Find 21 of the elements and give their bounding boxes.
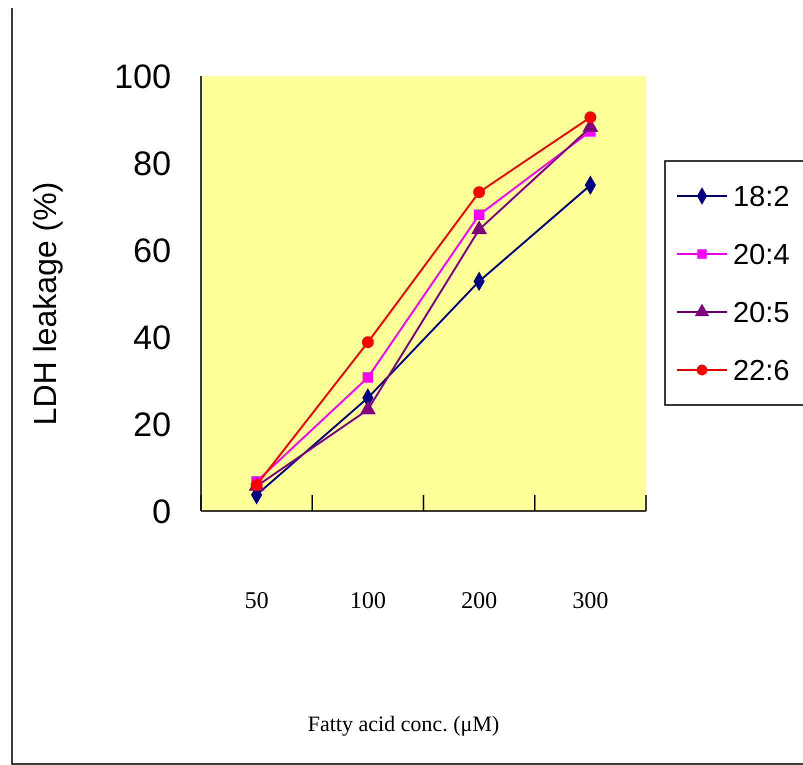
y-tick-label: 80 [133, 144, 171, 183]
y-tick-label: 60 [133, 232, 171, 270]
x-axis-title: Fatty acid conc. (μM) [308, 711, 500, 736]
legend-label: 18:2 [733, 181, 790, 214]
y-tick-label: 0 [152, 492, 171, 531]
x-tick-label: 100 [350, 588, 386, 614]
y-tick-label: 40 [133, 318, 171, 357]
legend-label: 22:6 [733, 355, 790, 388]
point [473, 186, 486, 198]
point [362, 336, 374, 348]
x-tick-label: 200 [461, 588, 498, 614]
x-tick-label: 300 [572, 588, 608, 614]
y-tick-label: 20 [133, 406, 171, 444]
y-axis-title: LDH leakage (%) [27, 182, 63, 426]
point [474, 210, 484, 220]
x-tick-label: 50 [244, 588, 269, 614]
point [362, 372, 374, 383]
point [584, 111, 596, 124]
legend-label: 20:5 [733, 297, 790, 330]
y-tick-label: 100 [114, 58, 171, 96]
legend-label: 20:4 [733, 239, 790, 272]
